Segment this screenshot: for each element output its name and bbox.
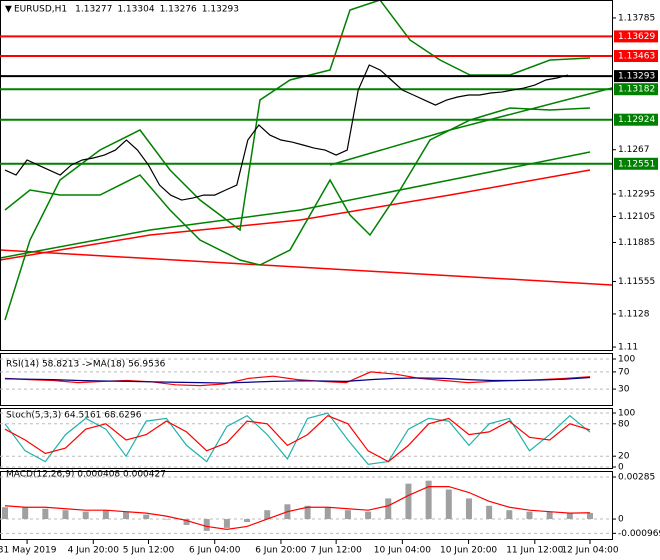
level-label: 1.13629 <box>618 32 655 42</box>
level-label-box <box>614 30 658 43</box>
histogram-bar <box>102 510 109 520</box>
x-tick-label: 6 Jun 04:00 <box>189 546 241 556</box>
histogram-bar <box>163 519 170 520</box>
x-tick-label: 5 Jun 12:00 <box>123 546 175 556</box>
series-line <box>4 64 569 201</box>
histogram-bar <box>486 505 493 520</box>
y-tick-label: 100 <box>618 409 635 419</box>
x-tick-label: 12 Jun 04:00 <box>561 546 618 556</box>
level-label: 1.13293 <box>618 72 655 82</box>
level-label-box <box>614 157 658 170</box>
y-tick-label: 1.1267 <box>618 145 650 155</box>
histogram-bar <box>344 510 351 520</box>
x-tick-label: 6 Jun 20:00 <box>255 546 307 556</box>
histogram-bar <box>506 510 513 520</box>
histogram-bar <box>405 483 412 520</box>
x-tick-label: 10 Jun 20:00 <box>440 546 497 556</box>
y-tick-label: 1.11555 <box>618 277 655 287</box>
histogram-bar <box>526 511 533 520</box>
y-tick-label: 1.12295 <box>618 190 655 200</box>
x-tick-label: 4 Jun 20:00 <box>68 546 120 556</box>
y-tick-label: 1.11 <box>618 343 638 353</box>
moving-average <box>0 151 591 259</box>
histogram-bar <box>445 489 452 520</box>
histogram-bar <box>2 507 8 520</box>
y-tick-label: 100 <box>618 355 635 365</box>
histogram-bar <box>203 519 210 531</box>
y-tick-label: 1.11885 <box>618 238 655 248</box>
indicator-title: Stoch(5,3,3) 64.5161 68.6296 <box>6 411 142 421</box>
y-tick-label: 1.13785 <box>618 13 655 23</box>
y-tick-label: 1.1128 <box>618 309 650 319</box>
level-label-box <box>614 70 658 83</box>
histogram-bar <box>22 507 29 520</box>
level-label: 1.12551 <box>618 159 655 169</box>
level-label-box <box>614 50 658 63</box>
y-tick-label: 0.00285 <box>618 473 655 483</box>
histogram-bar <box>566 513 573 520</box>
series-line <box>4 376 591 384</box>
histogram-bar <box>264 510 271 520</box>
y-tick-label: 1.12105 <box>618 212 655 222</box>
rsi-panel-frame <box>0 353 613 406</box>
collapse-arrow: ▼ <box>5 5 12 15</box>
symbol-title: EURUSD,H1 <box>14 5 67 15</box>
macd-panel-frame <box>0 471 613 540</box>
ohlc-value: 1.13304 <box>117 5 154 15</box>
trendline <box>0 249 613 286</box>
ohlc-value: 1.13293 <box>202 5 239 15</box>
y-tick-label: 30 <box>618 385 630 395</box>
ohlc-value: 1.13276 <box>160 5 197 15</box>
y-tick-label: 70 <box>618 367 630 377</box>
series-line <box>4 412 591 465</box>
level-label: 1.13182 <box>618 85 655 95</box>
histogram-bar <box>82 511 89 520</box>
y-tick-label: 0 <box>618 515 624 525</box>
histogram-bar <box>62 510 69 520</box>
x-tick-label: 31 May 2019 <box>0 546 57 556</box>
moving-average <box>0 169 591 261</box>
y-tick-label: -0.000969 <box>618 529 660 539</box>
histogram-bar <box>304 505 311 520</box>
histogram-bar <box>465 498 472 520</box>
histogram-bar <box>425 480 432 520</box>
histogram-bar <box>587 513 593 520</box>
x-tick-label: 10 Jun 04:00 <box>374 546 431 556</box>
x-tick-label: 11 Jun 12:00 <box>506 546 563 556</box>
y-tick-label: 0 <box>618 463 624 473</box>
histogram-bar <box>324 507 331 520</box>
y-tick-label: 80 <box>618 419 630 429</box>
histogram-bar <box>183 519 190 525</box>
histogram-bar <box>123 511 130 520</box>
series-line <box>4 486 591 530</box>
histogram-bar <box>385 498 392 520</box>
stoch-panel-frame <box>0 408 613 469</box>
level-label: 1.12924 <box>618 115 655 125</box>
histogram-bar <box>546 511 553 520</box>
histogram-bar <box>42 508 49 520</box>
histogram-bar <box>223 519 230 528</box>
bollinger-upper <box>4 0 591 321</box>
level-label-box <box>614 113 658 126</box>
main-panel-frame <box>0 0 613 351</box>
histogram-bar <box>365 511 372 520</box>
y-tick-label: 20 <box>618 452 630 462</box>
indicator-title: RSI(14) 58.8213 ->MA(18) 56.9536 <box>6 360 166 370</box>
level-label-box <box>614 83 658 96</box>
x-tick-label: 7 Jun 12:00 <box>310 546 362 556</box>
level-label: 1.13463 <box>618 52 655 62</box>
indicator-title: MACD(12,26,9) 0.000408 0.000427 <box>6 470 166 480</box>
ohlc-value: 1.13277 <box>75 5 112 15</box>
histogram-bar <box>143 514 150 520</box>
series-line <box>4 415 591 463</box>
histogram-bar <box>244 519 251 523</box>
